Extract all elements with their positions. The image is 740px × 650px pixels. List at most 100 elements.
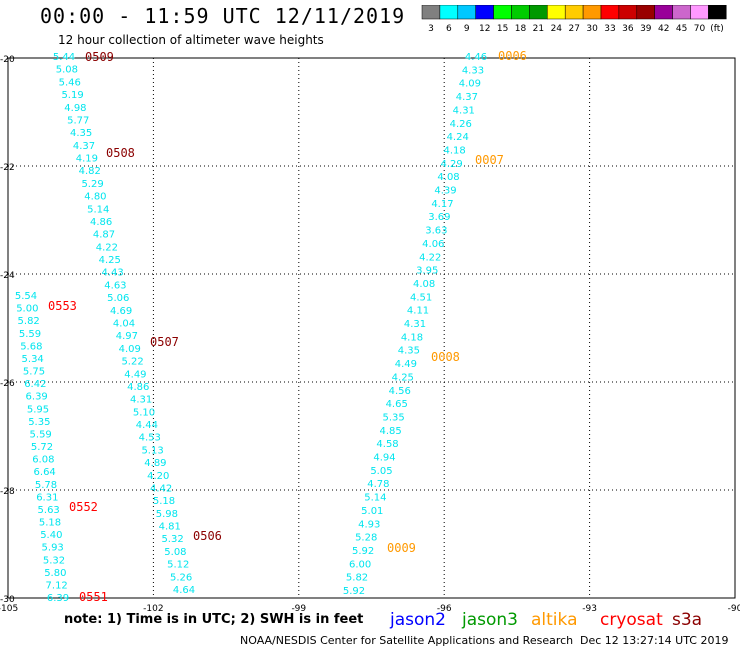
wave-height-value: 5.13 [141,445,163,456]
lon-tick-label: -90 [728,604,740,614]
wave-height-value: 4.35 [398,346,420,357]
pass-time-label: 0551 [79,590,108,604]
wave-height-value: 5.12 [167,560,189,571]
wave-height-value: 5.29 [81,179,103,190]
wave-height-value: 4.65 [386,399,408,410]
wave-height-value: 3.95 [416,266,438,277]
wave-height-value: 4.18 [401,332,423,343]
wave-height-value: 6.39 [26,392,48,403]
wave-height-value: 4.04 [113,319,135,330]
wave-height-value: 4.43 [101,268,123,279]
wave-height-value: 5.28 [355,533,377,544]
wave-height-value: 6.08 [32,455,54,466]
units-note: note: 1) Time is in UTC; 2) SWH is in fe… [64,612,364,627]
legend-label: 18 [515,24,527,34]
wave-height-value: 4.85 [379,426,401,437]
pass-time-label: 0552 [69,500,98,514]
wave-height-value: 6.42 [24,379,46,390]
wave-height-value: 5.75 [23,367,45,378]
legend-label: 3 [428,24,434,34]
wave-height-value: 4.17 [431,199,453,210]
wave-height-value: 5.98 [156,509,178,520]
legend-label: 21 [533,24,544,34]
wave-height-value: 4.08 [413,279,435,290]
wave-height-value: 5.18 [153,496,175,507]
wave-height-value: 4.06 [422,239,444,250]
wave-height-value: 7.12 [46,580,68,591]
wave-height-value: 4.19 [76,154,98,165]
wave-height-value: 4.82 [79,166,101,177]
wave-height-value: 5.46 [59,77,81,88]
lat-tick-label: -28 [0,487,15,497]
wave-height-value: 5.35 [383,412,405,423]
pass-time-label: 0506 [193,529,222,543]
legend-label: 30 [586,24,598,34]
wave-height-value: 4.09 [119,344,141,355]
wave-height-value: 4.69 [110,306,132,317]
wave-height-value: 5.32 [43,555,65,566]
legend-label: 33 [604,24,615,34]
wave-height-value: 4.08 [437,172,459,183]
wave-height-value: 4.49 [395,359,417,370]
wave-height-value: 4.58 [376,439,398,450]
wave-height-value: 4.86 [127,382,149,393]
lon-tick-label: -93 [582,604,597,614]
wave-height-value: 4.87 [93,230,115,241]
legend-swatch [708,5,727,20]
wave-height-value: 4.25 [99,255,121,266]
wave-height-value: 6.00 [349,559,371,570]
page-subtitle: 12 hour collection of altimeter wave hei… [58,33,324,47]
wave-height-value: 6.31 [36,492,58,503]
wave-height-value: 5.08 [164,547,186,558]
wave-height-value: 4.29 [440,159,462,170]
wave-height-value: 5.44 [53,52,75,63]
lon-tick-label: -102 [143,604,163,614]
legend-label: 36 [622,24,634,34]
wave-height-value: 5.92 [343,586,365,597]
pass-time-label: 0009 [387,541,416,555]
wave-height-value: 4.35 [70,128,92,139]
wave-height-value: 5.78 [35,480,57,491]
wave-height-value: 5.06 [107,293,129,304]
wave-height-value: 4.22 [419,252,441,263]
legend-label: 45 [676,24,687,34]
satellite-name: cryosat [600,610,663,630]
legend-unit: (ft) [710,24,724,34]
wave-height-value: 4.33 [462,65,484,76]
wave-height-value: 4.56 [389,386,411,397]
legend-label: 24 [551,24,563,34]
wave-height-value: 5.00 [16,304,38,315]
pass-time-label: 0509 [85,50,114,64]
wave-height-value: 4.31 [453,105,475,116]
wave-height-value: 4.80 [84,192,106,203]
color-scale-legend: 3 6 9 12 15 18 21 24 27 30 33 36 39 42 45 70 (ft) [421,5,727,34]
wave-height-value: 6.64 [34,467,56,478]
wave-height-value: 5.22 [121,357,143,368]
wave-height-value: 5.18 [39,518,61,529]
pass-time-label: 0508 [106,146,135,160]
wave-height-value: 5.19 [61,90,83,101]
wave-height-value: 5.40 [40,530,62,541]
legend-label: 12 [479,24,490,34]
wave-height-value: 4.20 [147,471,169,482]
wave-height-value: 3.63 [425,226,447,237]
wave-height-value: 5.08 [56,65,78,76]
wave-height-value: 5.72 [31,442,53,453]
legend-label: 42 [658,24,669,34]
wave-height-value: 4.93 [358,519,380,530]
pass-time-label: 0007 [475,153,504,167]
wave-height-value: 4.11 [407,306,429,317]
wave-height-value: 3.69 [428,212,450,223]
wave-height-value: 5.26 [170,572,192,583]
wave-height-value: 4.64 [173,585,195,596]
legend-label: 15 [497,24,508,34]
wave-height-value: 5.92 [352,546,374,557]
wave-height-value: 4.39 [434,186,456,197]
wave-height-value: 4.63 [104,280,126,291]
wave-height-value: 4.09 [459,79,481,90]
wave-height-value: 4.25 [392,372,414,383]
wave-height-value: 4.44 [136,420,158,431]
wave-height-value: 4.53 [139,433,161,444]
